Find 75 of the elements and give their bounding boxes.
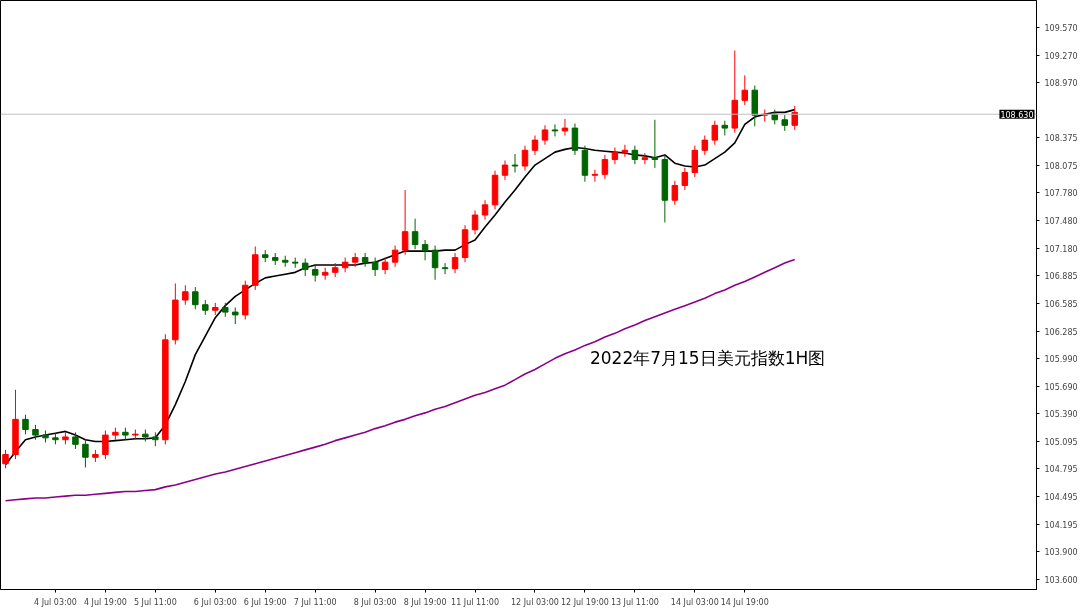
candlestick: [82, 439, 89, 468]
y-tick-label: 105.690: [1044, 382, 1078, 392]
candlestick: [481, 199, 489, 221]
x-tick-label: 4 Jul 03:00: [34, 597, 77, 607]
candlestick: [561, 118, 569, 136]
y-tick-label: 106.285: [1044, 327, 1078, 337]
y-tick-label: 108.970: [1044, 79, 1078, 89]
y-tick-label: 104.795: [1044, 465, 1078, 475]
candlestick: [2, 449, 9, 469]
x-tick-label: 6 Jul 19:00: [243, 597, 287, 607]
candlestick: [711, 120, 719, 146]
candlestick: [671, 180, 679, 206]
candlestick: [591, 169, 599, 183]
y-tick-label: 109.270: [1044, 51, 1078, 61]
y-tick-label: 105.990: [1044, 354, 1078, 364]
candlestick: [441, 262, 449, 275]
y-tick-label: 105.095: [1044, 437, 1078, 447]
candlestick: [701, 135, 709, 156]
candlestick: [381, 257, 389, 275]
x-tick-label: 8 Jul 03:00: [353, 597, 397, 607]
y-tick-label: 108.075: [1044, 162, 1078, 172]
x-tick-label: 8 Jul 19:00: [403, 597, 447, 607]
candlestick: [361, 252, 369, 268]
candlestick: [601, 154, 609, 180]
candlestick: [22, 414, 29, 435]
y-tick-label: 106.585: [1044, 299, 1078, 309]
candlestick: [451, 252, 459, 274]
candlestick: [521, 145, 529, 172]
candlestick: [691, 145, 699, 178]
candlestick: [401, 189, 409, 256]
candlestick: [741, 74, 749, 106]
x-tick-label: 14 Jul 03:00: [670, 597, 719, 607]
x-tick-label: 11 Jul 11:00: [451, 597, 500, 607]
x-tick-label: 12 Jul 19:00: [560, 597, 609, 607]
y-tick-label: 107.180: [1044, 244, 1078, 254]
y-tick-label: 105.390: [1044, 410, 1078, 420]
candlestick: [431, 245, 439, 281]
y-tick-label: 108.375: [1044, 134, 1078, 144]
candlestick: [631, 145, 639, 165]
x-tick-label: 4 Jul 19:00: [83, 597, 127, 607]
candlestick: [391, 245, 399, 268]
candlestick: [531, 135, 539, 156]
x-tick-label: 6 Jul 03:00: [193, 597, 237, 607]
x-tick-label: 12 Jul 03:00: [511, 597, 559, 607]
candlestick: [541, 124, 549, 146]
y-tick-label: 103.900: [1044, 548, 1078, 558]
candlestick: [641, 152, 649, 165]
candlestick: [411, 218, 419, 250]
candlestick: [371, 257, 379, 277]
candlestick: [791, 105, 798, 131]
y-tick-label: 109.570: [1044, 23, 1078, 33]
x-tick-label: 7 Jul 11:00: [293, 597, 337, 607]
candlestick: [551, 123, 559, 137]
candlestick: [571, 122, 579, 156]
candlestick: [651, 119, 659, 169]
candlestick: [192, 286, 199, 310]
candlestick: [621, 144, 629, 158]
y-tick-label: 107.480: [1044, 217, 1078, 227]
candlestick: [102, 429, 109, 460]
y-tick-label: 104.495: [1044, 493, 1078, 503]
candlestick: [501, 159, 509, 181]
x-tick-label: 13 Jul 11:00: [610, 597, 659, 607]
y-tick-label: 106.885: [1044, 272, 1078, 282]
annotation: 2022年7月15日美元指数1H图: [589, 348, 826, 369]
candlestick: [182, 284, 189, 306]
ref-line-label: 108.630: [1000, 110, 1034, 120]
y-tick-label: 104.195: [1044, 520, 1078, 530]
x-tick-label: 14 Jul 19:00: [720, 597, 769, 607]
x-tick-label: 5 Jul 11:00: [133, 597, 177, 607]
y-tick-label: 103.600: [1044, 575, 1078, 585]
candlestick: [471, 209, 479, 235]
candlestick: [681, 167, 689, 191]
candlestick: [511, 153, 519, 173]
candlestick: [421, 239, 429, 261]
y-tick-label: 107.780: [1044, 189, 1078, 199]
